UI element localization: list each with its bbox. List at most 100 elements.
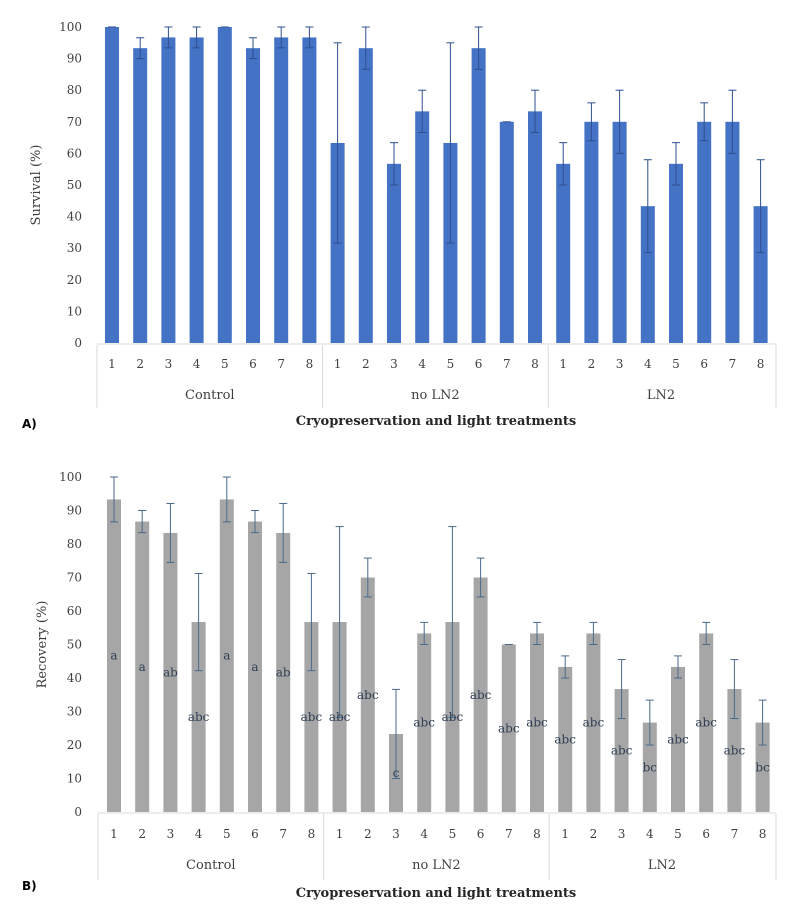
bar-ln2-2 [586,633,601,812]
bar-no-ln2-7 [499,121,514,343]
group-label: no LN2 [411,388,460,403]
bar-control-8 [302,37,317,343]
x-tick-label: 5 [449,827,457,841]
group-label: Control [185,388,235,403]
y-tick-label: 0 [74,805,82,819]
significance-letter: abc [470,688,492,702]
x-tick-label: 8 [306,357,314,371]
x-tick-label: 8 [533,827,541,841]
bar-control-6 [248,521,262,812]
bar-no-ln2-2 [360,577,375,812]
bar-control-4 [189,37,204,343]
bar-control-2 [135,521,150,812]
x-tick-label: 4 [193,357,201,371]
x-tick-label: 4 [195,827,203,841]
bar-control-5 [219,499,234,812]
significance-letter: abc [498,721,520,735]
panel-label: A) [22,417,37,431]
x-tick-label: 1 [110,827,118,841]
x-tick-label: 1 [108,357,116,371]
significance-letter: bc [755,760,770,774]
x-tick-label: 4 [644,357,652,371]
x-tick-label: 2 [362,357,370,371]
x-tick-label: 6 [249,357,257,371]
y-tick-label: 50 [67,178,82,192]
bar-control-4 [191,622,206,812]
group-label: no LN2 [412,858,461,873]
significance-letter: abc [583,716,605,730]
significance-letter: abc [611,744,633,758]
bar-control-5 [217,27,232,343]
bar-ln2-8 [753,206,768,343]
y-axis-label: Recovery (%) [35,601,50,689]
survival-chart: 0 10 20 30 40 50 60 70 80 90 100 Survival (%) 1 2 3 4 5 6… [22,20,777,431]
y-tick-label: 10 [67,304,82,318]
y-tick-label: 10 [67,772,82,786]
significance-letter: abc [301,710,323,724]
x-tick-label: 5 [674,827,682,841]
bar-ln2-6 [697,121,712,343]
bar-control-7 [274,37,289,343]
y-tick-label: 60 [67,146,82,160]
bar-ln2-7 [725,121,740,343]
y-tick-label: 30 [67,241,82,255]
bar-ln2-3 [612,121,627,343]
bar-control-2 [133,48,148,344]
significance-letter: ab [276,665,291,679]
x-tick-label: 4 [418,357,426,371]
bar-control-3 [161,37,176,343]
y-tick-label: 70 [67,571,82,585]
x-tick-label: 8 [757,357,765,371]
bar-no-ln2-8 [530,633,544,812]
bar-control-1 [107,499,121,812]
y-tick-label: 90 [67,52,82,66]
x-tick-label: 5 [223,827,231,841]
x-tick-label: 3 [165,357,173,371]
bar-no-ln2-6 [473,577,488,812]
x-tick-label: 1 [334,357,342,371]
significance-letter: abc [413,716,435,730]
bar-control-7 [276,532,291,812]
x-tick-label: 7 [731,827,739,841]
x-tick-label: 2 [136,357,144,371]
significance-letter: abc [188,710,210,724]
x-tick-label: 5 [447,357,455,371]
bar-ln2-4 [640,206,655,343]
bar-ln2-2 [584,121,599,343]
x-tick-label: 3 [392,827,400,841]
y-tick-label: 50 [67,638,82,652]
x-tick-label: 2 [138,827,146,841]
significance-letter: bc [643,760,658,774]
x-tick-label: 2 [590,827,598,841]
y-tick-label: 100 [59,20,82,34]
y-tick-label: 80 [67,537,82,551]
y-tick-label: 70 [67,115,82,129]
bar-no-ln2-2 [358,48,373,344]
bar-ln2-5 [669,163,683,343]
x-tick-label: 3 [167,827,175,841]
x-tick-label: 3 [616,357,624,371]
y-axis-label: Survival (%) [29,145,44,226]
x-tick-label: 2 [588,357,596,371]
y-tick-label: 20 [67,273,82,287]
x-axis-title: Cryopreservation and light treatments [296,414,576,429]
group-label: LN2 [648,858,676,873]
significance-letter: abc [695,716,717,730]
x-tick-label: 7 [277,357,285,371]
bar-ln2-1 [556,163,571,343]
y-tick-label: 0 [74,336,82,350]
y-tick-label: 20 [67,738,82,752]
significance-letter: abc [724,744,746,758]
bar-no-ln2-4 [417,633,432,812]
bar-no-ln2-3 [387,163,401,343]
group-label: LN2 [647,388,675,403]
group-label: Control [186,858,236,873]
significance-letter: abc [329,710,351,724]
bar-control-3 [163,532,178,812]
bar-ln2-6 [699,633,714,812]
y-tick-label: 60 [67,604,82,618]
x-tick-label: 8 [531,357,539,371]
significance-letter: a [223,649,230,663]
recovery-chart: 0 10 20 30 40 50 60 70 80 90 100 Recovery (%) 1 a 2 a 3 a… [22,470,777,901]
